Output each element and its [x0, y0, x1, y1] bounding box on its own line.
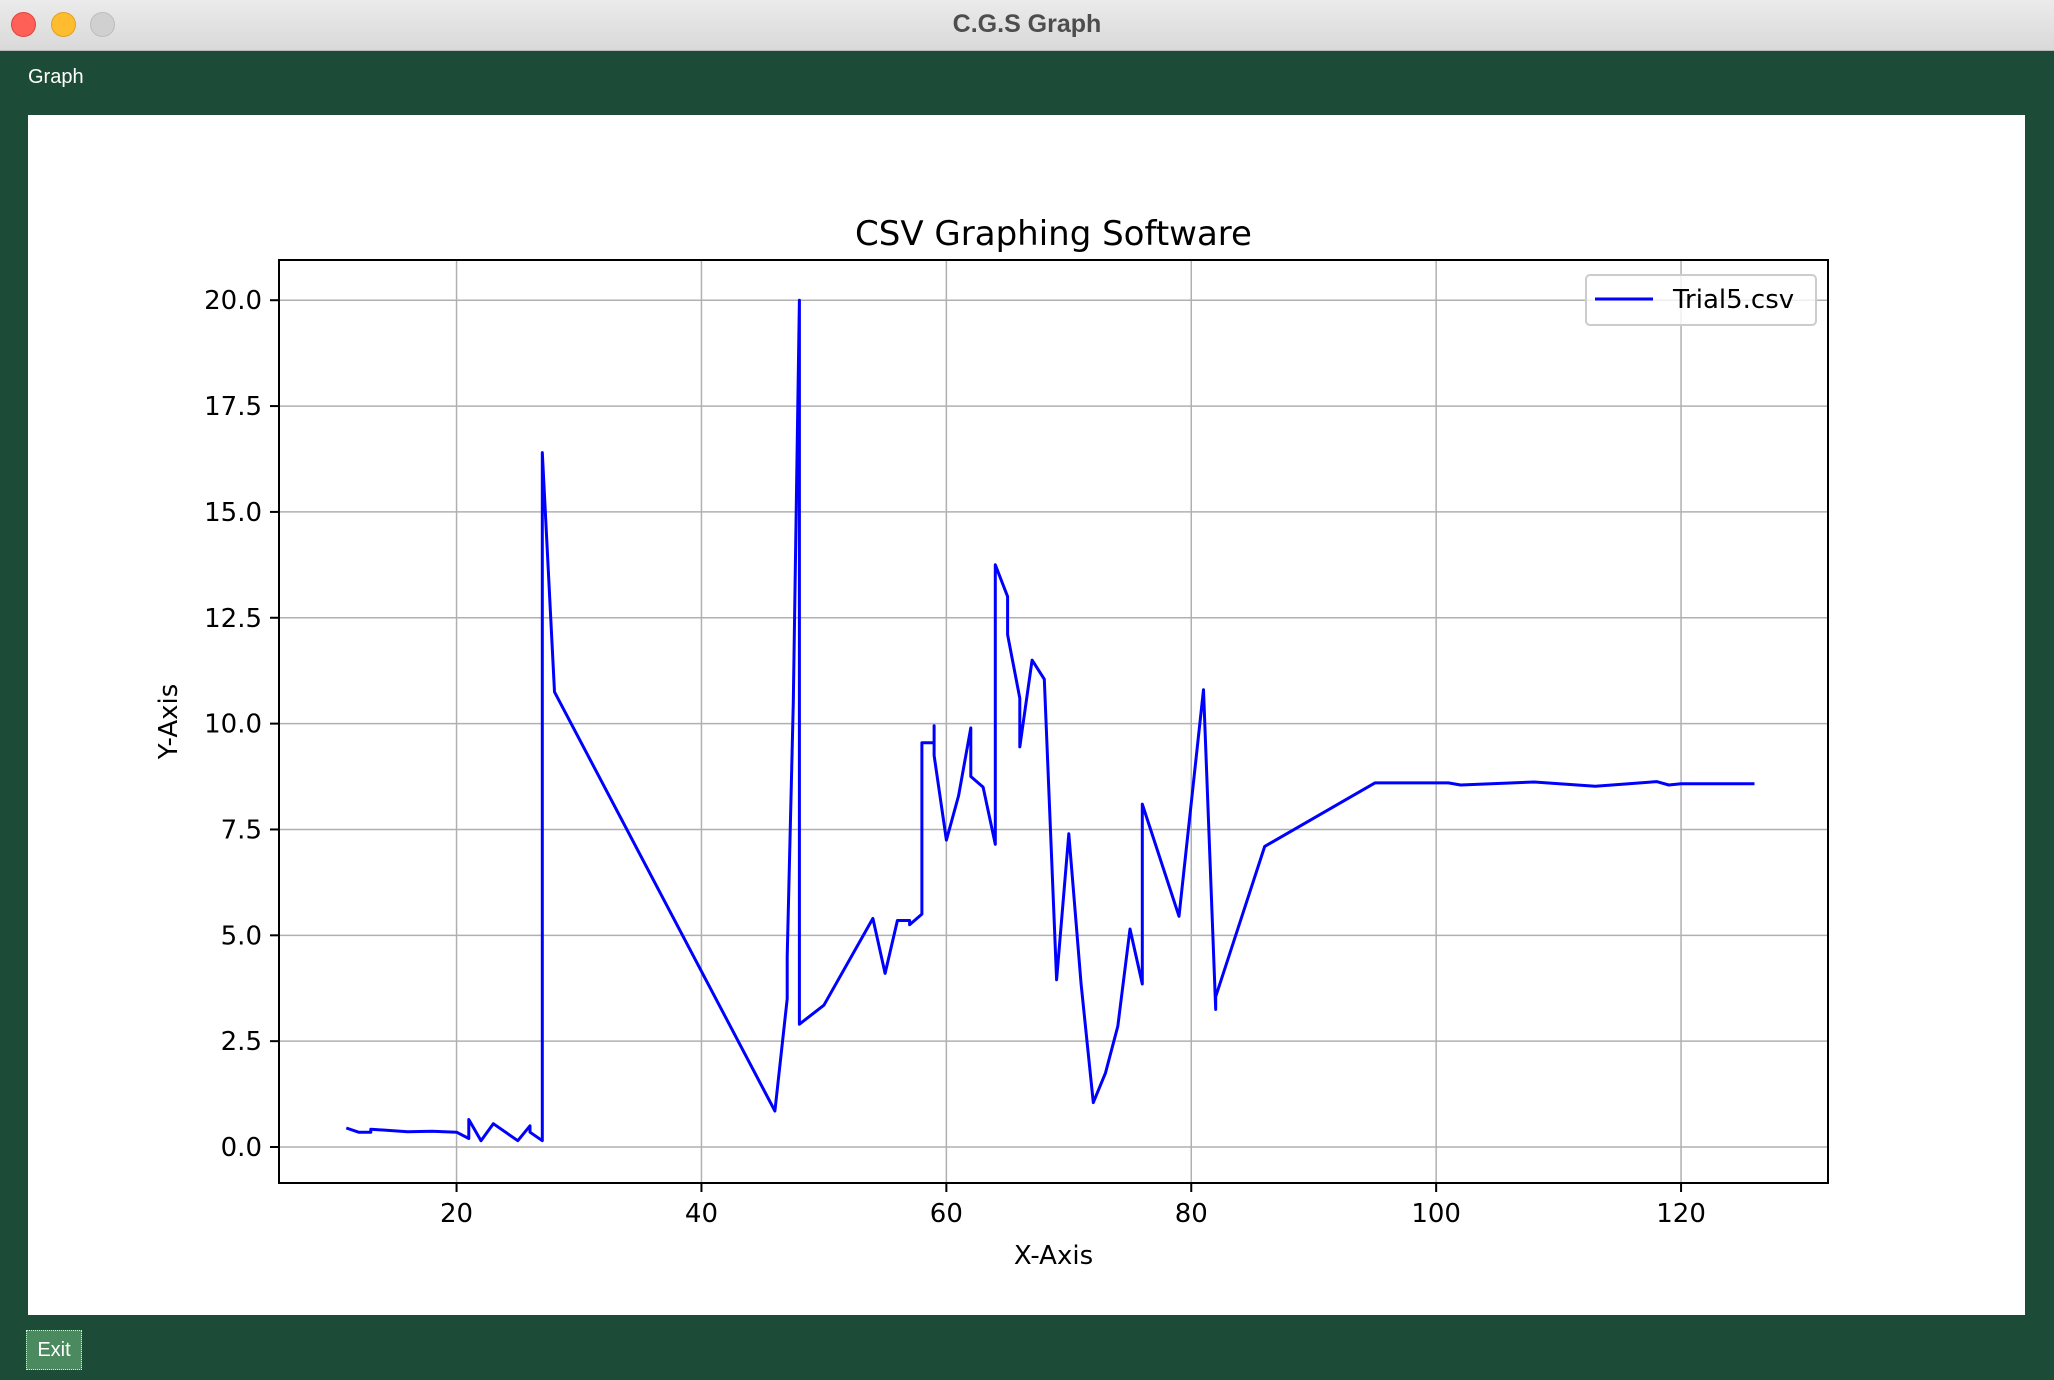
axes-frame	[278, 259, 1829, 1184]
x-tick-label: 60	[930, 1199, 963, 1229]
exit-button[interactable]: Exit	[26, 1330, 82, 1370]
y-tick-label: 0.0	[221, 1133, 262, 1163]
plot-panel: 20 40 60 80 100 120 0.0 2.5 5.0 7.5 10.0 12.5 15.0 17…	[28, 115, 2025, 1315]
close-window-button[interactable]	[11, 12, 36, 37]
y-tick-label: 12.5	[204, 604, 262, 634]
line-chart: 20 40 60 80 100 120 0.0 2.5 5.0 7.5 10.0 12.5 15.0 17…	[154, 214, 1829, 1271]
x-tick-label: 120	[1656, 1199, 1706, 1229]
x-tick-label: 40	[685, 1199, 718, 1229]
graph-menu-label: Graph	[28, 66, 84, 88]
minimize-window-button[interactable]	[51, 12, 76, 37]
window-title: C.G.S Graph	[952, 10, 1102, 38]
y-tick-label: 17.5	[204, 392, 262, 422]
series-line-trial5	[345, 298, 1755, 1143]
y-tick-label: 2.5	[221, 1027, 262, 1057]
y-tick-label: 15.0	[204, 498, 262, 528]
y-tick-label: 5.0	[221, 921, 262, 951]
y-tick-label: 10.0	[204, 710, 262, 740]
legend-box	[1585, 274, 1817, 326]
window-titlebar: C.G.S Graph	[0, 0, 2054, 51]
chart-title: CSV Graphing Software	[855, 214, 1252, 254]
legend-label-trial5: Trial5.csv	[1672, 285, 1794, 315]
chart-legend: Trial5.csv	[1585, 274, 1817, 326]
x-tick-label: 100	[1411, 1199, 1461, 1229]
zoom-window-button[interactable]	[90, 12, 115, 37]
x-tick-label: 80	[1175, 1199, 1208, 1229]
y-tick-label: 20.0	[204, 286, 262, 316]
y-tick-label: 7.5	[221, 815, 262, 845]
x-axis-label: X-Axis	[1014, 1241, 1093, 1271]
x-tick-label: 20	[440, 1199, 473, 1229]
y-axis-label: Y-Axis	[154, 684, 184, 761]
